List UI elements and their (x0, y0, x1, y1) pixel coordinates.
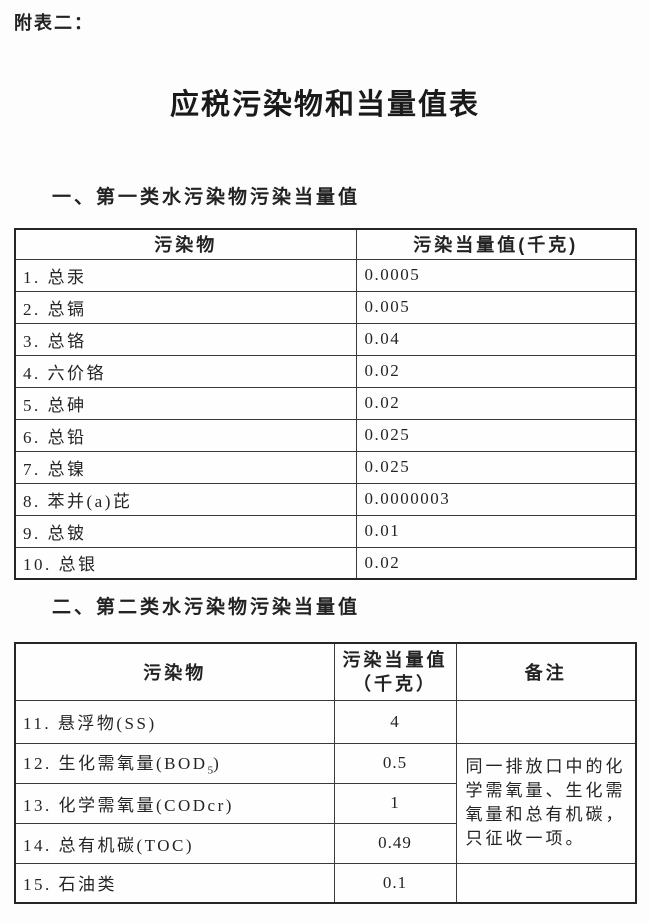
pollutant-cell: 10. 总银 (14, 546, 357, 580)
pollutant-cell: 4. 六价铬 (14, 354, 357, 388)
remark-line: 氧量和总有机碳， (465, 805, 626, 824)
pollutant-cell: 2. 总镉 (14, 290, 357, 324)
pollutant-column-header: 污染物 (14, 642, 335, 701)
value-cell: 0.0005 (355, 258, 637, 292)
pollutant-text: ) (213, 754, 222, 774)
pollutant-cell: 11. 悬浮物(SS) (14, 699, 335, 744)
merged-remark-cell: 同一排放口中的化 学需氧量、生化需 氧量和总有机碳， 只征收一项。 (455, 742, 637, 864)
pollutant-column-header: 污染物 (14, 228, 357, 260)
pollutant-cell: 12. 生化需氧量(BOD5) (14, 742, 335, 784)
table-row: 2. 总镉 0.005 (14, 290, 637, 324)
table-row: 11. 悬浮物(SS) 4 (14, 699, 637, 744)
value-cell: 0.49 (333, 822, 457, 864)
table-row: 4. 六价铬 0.02 (14, 354, 637, 388)
table-row: 3. 总铬 0.04 (14, 322, 637, 356)
document-page: 附表二： 应税污染物和当量值表 一、第一类水污染物污染当量值 污染物 污染当量值… (14, 13, 637, 904)
appendix-label: 附表二： (14, 13, 94, 33)
pollutant-text: 12. 生化需氧量(BOD (23, 754, 208, 774)
value-cell: 0.04 (355, 322, 637, 356)
pollutant-cell: 15. 石油类 (14, 862, 335, 904)
value-cell: 0.02 (355, 386, 637, 420)
table-row: 5. 总砷 0.02 (14, 386, 637, 420)
value-header-line2: （千克） (353, 673, 437, 694)
pollutant-cell: 13. 化学需氧量(CODcr) (14, 782, 335, 824)
value-cell: 0.1 (333, 862, 457, 904)
pollutant-cell: 7. 总镍 (14, 450, 357, 484)
table-row: 8. 苯并(a)芘 0.0000003 (14, 482, 637, 516)
table-header-row: 污染物 污染当量值(千克) (14, 228, 637, 260)
table-row: 14. 总有机碳(TOC) 0.49 (14, 822, 636, 864)
table-header-row: 污染物 污染当量值 （千克） 备注 (14, 642, 637, 701)
value-column-header: 污染当量值(千克) (355, 228, 637, 260)
table-row: 12. 生化需氧量(BOD5) 0.5 同一排放口中的化 学需氧量、生化需 氧量… (14, 742, 637, 864)
pollutant-cell: 3. 总铬 (14, 322, 357, 356)
pollutant-cell: 9. 总铍 (14, 514, 357, 548)
value-cell: 0.02 (355, 546, 637, 580)
page-title: 应税污染物和当量值表 (169, 89, 480, 121)
value-header-line1: 污染当量值 (342, 649, 448, 670)
remark-line: 学需氧量、生化需 (465, 781, 626, 800)
table-row: 10. 总银 0.02 (14, 546, 637, 580)
pollutant-cell: 14. 总有机碳(TOC) (14, 822, 335, 864)
value-cell: 1 (333, 782, 457, 824)
remark-cell-empty (455, 862, 637, 904)
pollutant-cell: 8. 苯并(a)芘 (14, 482, 357, 516)
value-cell: 0.0000003 (355, 482, 637, 516)
remark-cell-empty (455, 699, 637, 744)
value-cell: 0.5 (333, 742, 457, 784)
table-row: 6. 总铅 0.025 (14, 418, 637, 452)
remark-line: 只征收一项。 (465, 829, 586, 848)
remark-line: 同一排放口中的化 (465, 757, 626, 776)
second-class-water-pollutants-table: 污染物 污染当量值 （千克） 备注 11. 悬浮物(SS) 4 12. 生化需氧… (14, 642, 637, 904)
first-class-water-pollutants-table: 污染物 污染当量值(千克) 1. 总汞 0.0005 2. 总镉 0.005 3… (14, 228, 637, 580)
value-cell: 0.02 (355, 354, 637, 388)
value-column-header: 污染当量值 （千克） (333, 642, 457, 701)
table-row: 9. 总铍 0.01 (14, 514, 637, 548)
table-row: 13. 化学需氧量(CODcr) 1 (14, 782, 636, 824)
table-row: 7. 总镍 0.025 (14, 450, 637, 484)
value-cell: 0.005 (355, 290, 637, 324)
pollutant-cell: 1. 总汞 (14, 258, 357, 292)
pollutant-cell: 6. 总铅 (14, 418, 357, 452)
table-row: 1. 总汞 0.0005 (14, 258, 637, 292)
value-cell: 0.025 (355, 450, 637, 484)
value-cell: 4 (333, 699, 457, 744)
section2-heading: 二、第二类水污染物污染当量值 (52, 597, 361, 618)
table-row: 15. 石油类 0.1 (14, 862, 637, 904)
remark-column-header: 备注 (455, 642, 637, 701)
value-cell: 0.025 (355, 418, 637, 452)
pollutant-subscript: 5 (207, 764, 214, 777)
section1-heading: 一、第一类水污染物污染当量值 (52, 187, 361, 208)
value-cell: 0.01 (355, 514, 637, 548)
pollutant-cell: 5. 总砷 (14, 386, 357, 420)
